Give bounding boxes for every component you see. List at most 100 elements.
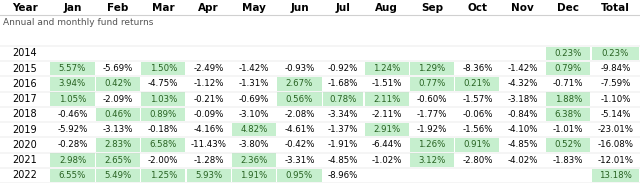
Text: -1.83%: -1.83%: [553, 156, 584, 165]
Text: 2017: 2017: [13, 94, 37, 104]
Text: 1.26%: 1.26%: [419, 140, 445, 149]
Text: 1.91%: 1.91%: [241, 171, 268, 180]
Text: 2020: 2020: [13, 140, 37, 150]
FancyBboxPatch shape: [96, 138, 140, 152]
Text: -3.80%: -3.80%: [239, 140, 269, 149]
FancyBboxPatch shape: [232, 153, 276, 167]
Text: -11.43%: -11.43%: [191, 140, 227, 149]
Text: -1.42%: -1.42%: [508, 64, 538, 73]
Text: -2.08%: -2.08%: [284, 110, 315, 119]
Text: -1.02%: -1.02%: [371, 156, 402, 165]
Text: 1.05%: 1.05%: [59, 95, 86, 104]
FancyBboxPatch shape: [51, 153, 95, 167]
FancyBboxPatch shape: [546, 92, 590, 106]
FancyBboxPatch shape: [365, 123, 409, 136]
Text: -3.13%: -3.13%: [102, 125, 133, 134]
Text: 1.29%: 1.29%: [419, 64, 445, 73]
Text: 0.89%: 0.89%: [150, 110, 177, 119]
Text: Nov: Nov: [511, 3, 534, 13]
Text: 6.38%: 6.38%: [554, 110, 582, 119]
Text: -3.34%: -3.34%: [328, 110, 358, 119]
Text: -5.69%: -5.69%: [102, 64, 133, 73]
Text: -1.10%: -1.10%: [600, 95, 630, 104]
Text: -9.84%: -9.84%: [600, 64, 630, 73]
Text: 0.46%: 0.46%: [104, 110, 132, 119]
Text: -4.75%: -4.75%: [148, 79, 179, 88]
Text: 3.94%: 3.94%: [59, 79, 86, 88]
Text: 1.03%: 1.03%: [150, 95, 177, 104]
Text: Oct: Oct: [467, 3, 488, 13]
FancyBboxPatch shape: [456, 77, 499, 91]
FancyBboxPatch shape: [51, 169, 95, 182]
Text: -4.85%: -4.85%: [328, 156, 358, 165]
Text: -0.21%: -0.21%: [193, 95, 224, 104]
Text: -8.36%: -8.36%: [462, 64, 493, 73]
Text: 5.57%: 5.57%: [59, 64, 86, 73]
Text: Jan: Jan: [63, 3, 82, 13]
Text: -3.31%: -3.31%: [284, 156, 315, 165]
FancyBboxPatch shape: [546, 62, 590, 75]
FancyBboxPatch shape: [51, 62, 95, 75]
Text: 6.55%: 6.55%: [59, 171, 86, 180]
Text: -1.68%: -1.68%: [328, 79, 358, 88]
Text: -3.10%: -3.10%: [239, 110, 269, 119]
Text: -3.18%: -3.18%: [508, 95, 538, 104]
Text: 1.50%: 1.50%: [150, 64, 177, 73]
FancyBboxPatch shape: [546, 138, 590, 152]
FancyBboxPatch shape: [96, 108, 140, 121]
Text: 2015: 2015: [13, 64, 37, 74]
Text: -2.49%: -2.49%: [193, 64, 224, 73]
Text: -4.02%: -4.02%: [508, 156, 538, 165]
Text: 0.79%: 0.79%: [555, 64, 582, 73]
Text: -2.80%: -2.80%: [462, 156, 493, 165]
FancyBboxPatch shape: [96, 77, 140, 91]
Text: 2.98%: 2.98%: [59, 156, 86, 165]
Text: 2.67%: 2.67%: [286, 79, 313, 88]
FancyBboxPatch shape: [141, 62, 186, 75]
Text: -5.92%: -5.92%: [58, 125, 88, 134]
Text: Aug: Aug: [375, 3, 398, 13]
Text: -1.51%: -1.51%: [371, 79, 402, 88]
FancyBboxPatch shape: [141, 169, 186, 182]
Text: -1.12%: -1.12%: [193, 79, 224, 88]
Text: May: May: [242, 3, 266, 13]
FancyBboxPatch shape: [410, 77, 454, 91]
FancyBboxPatch shape: [365, 92, 409, 106]
FancyBboxPatch shape: [277, 169, 321, 182]
FancyBboxPatch shape: [323, 92, 364, 106]
FancyBboxPatch shape: [141, 138, 186, 152]
Text: -1.56%: -1.56%: [462, 125, 493, 134]
Text: 0.78%: 0.78%: [330, 95, 356, 104]
FancyBboxPatch shape: [51, 77, 95, 91]
Text: -23.01%: -23.01%: [598, 125, 634, 134]
Text: -0.71%: -0.71%: [553, 79, 584, 88]
Text: 0.77%: 0.77%: [419, 79, 445, 88]
Text: 0.23%: 0.23%: [554, 49, 582, 58]
Text: -0.18%: -0.18%: [148, 125, 179, 134]
FancyBboxPatch shape: [410, 62, 454, 75]
Text: Feb: Feb: [108, 3, 129, 13]
Text: Total: Total: [601, 3, 630, 13]
Text: -0.09%: -0.09%: [193, 110, 224, 119]
Text: 0.91%: 0.91%: [464, 140, 491, 149]
Text: -6.44%: -6.44%: [371, 140, 402, 149]
Text: 5.93%: 5.93%: [195, 171, 222, 180]
Text: -1.31%: -1.31%: [239, 79, 269, 88]
Text: 1.88%: 1.88%: [554, 95, 582, 104]
Text: -0.92%: -0.92%: [328, 64, 358, 73]
Text: -2.09%: -2.09%: [102, 95, 133, 104]
FancyBboxPatch shape: [546, 108, 590, 121]
FancyBboxPatch shape: [410, 138, 454, 152]
Text: 0.21%: 0.21%: [464, 79, 491, 88]
Text: 2.83%: 2.83%: [104, 140, 132, 149]
Text: -4.61%: -4.61%: [284, 125, 315, 134]
Text: -16.08%: -16.08%: [598, 140, 634, 149]
Text: 0.23%: 0.23%: [602, 49, 629, 58]
FancyBboxPatch shape: [96, 169, 140, 182]
Text: -7.59%: -7.59%: [600, 79, 630, 88]
Text: Sep: Sep: [421, 3, 443, 13]
Text: -0.28%: -0.28%: [57, 140, 88, 149]
Text: -5.14%: -5.14%: [600, 110, 630, 119]
FancyBboxPatch shape: [141, 108, 186, 121]
Text: -1.01%: -1.01%: [553, 125, 584, 134]
